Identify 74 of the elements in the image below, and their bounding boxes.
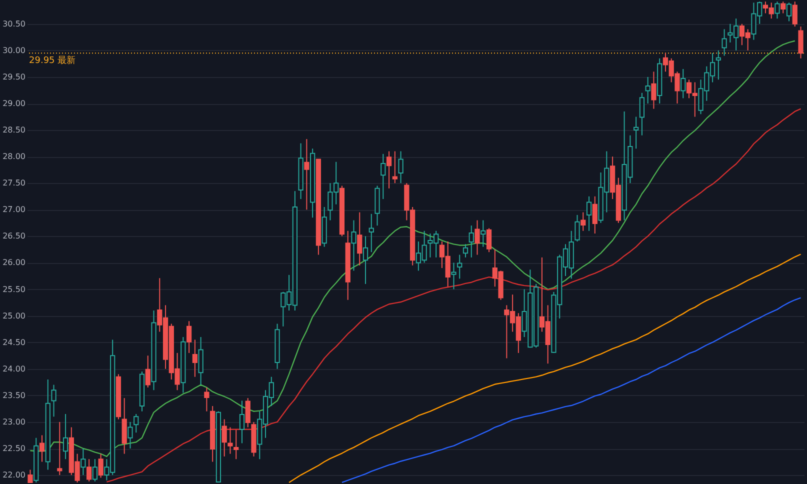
candlestick bbox=[57, 421, 62, 476]
candlestick bbox=[468, 225, 474, 258]
candlestick bbox=[245, 398, 250, 428]
candlestick bbox=[145, 355, 150, 388]
candlestick bbox=[639, 92, 645, 136]
candlestick bbox=[798, 26, 804, 59]
candlestick bbox=[362, 236, 368, 284]
candlestick bbox=[592, 196, 598, 234]
candlestick bbox=[462, 244, 468, 258]
candlestick bbox=[380, 153, 386, 200]
candlestick bbox=[28, 469, 33, 484]
line-series bbox=[341, 297, 802, 484]
candlestick bbox=[368, 213, 374, 253]
y-tick-label: 26.50 bbox=[2, 232, 26, 241]
y-tick-label: 26.00 bbox=[2, 258, 26, 268]
candlestick bbox=[39, 434, 45, 462]
candlestick bbox=[98, 453, 104, 478]
candlestick bbox=[357, 212, 362, 266]
candlestick bbox=[122, 398, 127, 454]
candlestick bbox=[234, 429, 239, 460]
candlestick bbox=[722, 28, 727, 56]
candlestick bbox=[474, 220, 480, 256]
candlestick bbox=[134, 414, 139, 434]
line-series bbox=[288, 254, 802, 484]
y-tick-label: 30.00 bbox=[2, 46, 26, 55]
candlestick bbox=[680, 68, 686, 99]
candlestick bbox=[239, 400, 245, 444]
ref-line-label: 29.95 最新 bbox=[29, 55, 76, 66]
candlestick bbox=[386, 150, 392, 189]
candlestick bbox=[480, 220, 486, 248]
y-tick-label: 23.00 bbox=[2, 417, 26, 426]
y-tick-label: 28.00 bbox=[2, 152, 26, 162]
candlestick bbox=[51, 384, 56, 418]
candlestick bbox=[198, 336, 204, 386]
candlestick bbox=[451, 262, 456, 290]
candlestick bbox=[222, 418, 227, 457]
candlestick bbox=[128, 421, 133, 449]
y-tick-label: 24.50 bbox=[2, 338, 26, 347]
candlestick bbox=[574, 214, 580, 242]
y-tick-label: 23.50 bbox=[2, 390, 26, 400]
candlestick bbox=[186, 320, 192, 354]
candlestick bbox=[716, 50, 721, 80]
candlestick bbox=[351, 220, 356, 272]
candlestick bbox=[228, 426, 233, 454]
y-tick-label: 27.00 bbox=[2, 205, 26, 214]
candlestick bbox=[192, 339, 198, 378]
line-series bbox=[106, 108, 802, 483]
y-tick-label: 29.00 bbox=[2, 99, 26, 108]
y-tick-label: 22.00 bbox=[2, 470, 26, 480]
line-series bbox=[30, 40, 796, 458]
candlestick bbox=[580, 212, 586, 232]
candlestick bbox=[586, 196, 592, 232]
candlestick bbox=[457, 254, 462, 280]
y-tick-label: 24.00 bbox=[2, 364, 26, 374]
candlestick bbox=[204, 386, 210, 412]
candlestick bbox=[792, 1, 798, 28]
candlestick bbox=[780, 1, 786, 14]
y-tick-label: 25.50 bbox=[2, 284, 26, 294]
y-tick-label: 28.50 bbox=[2, 126, 26, 135]
y-tick-label: 22.50 bbox=[2, 444, 26, 453]
candlestick bbox=[86, 458, 92, 482]
candlestick bbox=[62, 414, 68, 460]
candlestick bbox=[398, 150, 404, 184]
candlestick bbox=[304, 138, 310, 210]
candlestick bbox=[645, 76, 650, 104]
y-tick-label: 27.50 bbox=[2, 178, 26, 188]
candlestick bbox=[486, 228, 492, 253]
candlestick bbox=[392, 150, 398, 184]
candlestick bbox=[651, 71, 656, 110]
y-tick-label: 29.50 bbox=[2, 72, 26, 82]
candlestick bbox=[80, 448, 86, 476]
candlestick bbox=[634, 116, 639, 150]
y-tick-label: 25.00 bbox=[2, 311, 26, 320]
y-tick-label: 30.50 bbox=[2, 19, 26, 28]
